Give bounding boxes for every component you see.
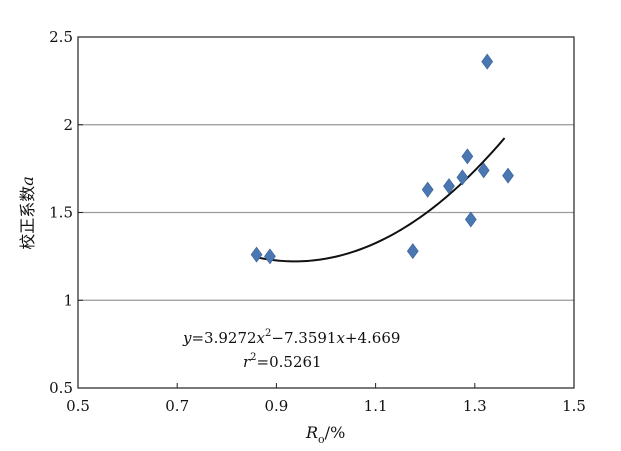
y-title-text: 校正系数 (18, 186, 37, 250)
y-tick-label: 2.5 (49, 28, 73, 46)
data-point (264, 248, 276, 265)
x-title-main: R (305, 423, 318, 442)
gridlines (78, 124, 574, 301)
x-title-unit: /% (325, 423, 346, 442)
data-point (477, 162, 490, 179)
data-point (250, 246, 263, 263)
r2-value: =0.5261 (257, 353, 322, 371)
eq-x1: x (257, 329, 266, 347)
x-tick-label: 0.9 (264, 397, 288, 415)
y-tick-label: 0.5 (49, 379, 73, 397)
data-point (421, 181, 434, 198)
eq-part3: +4.669 (345, 329, 401, 347)
x-tick-label: 0.7 (165, 397, 189, 415)
data-point (464, 211, 477, 228)
r2-sup: 2 (250, 352, 256, 363)
y-tick-label: 1 (63, 291, 73, 309)
y-tick-label: 2 (63, 116, 73, 134)
x-tick-label: 1.3 (463, 397, 487, 415)
fit-equation: y=3.9272x2−7.3591x+4.669 (182, 328, 400, 347)
x-tick-label: 1.1 (364, 397, 388, 415)
x-title-sub: o (318, 433, 325, 446)
y-title-var: a (18, 176, 37, 186)
r2-r: r (243, 353, 251, 371)
data-point (406, 243, 419, 260)
data-point (461, 148, 474, 165)
data-points (250, 53, 514, 265)
axis-ticks (77, 36, 575, 389)
data-point (502, 167, 514, 184)
eq-sup: 2 (265, 328, 271, 339)
eq-y: y (182, 329, 192, 347)
data-point (456, 169, 469, 186)
r-squared: r2=0.5261 (243, 352, 322, 371)
y-axis-title: 校正系数a (18, 176, 37, 250)
x-tick-label: 0.5 (66, 397, 90, 415)
y-tick-labels: 0.5 1 1.5 2 2.5 (49, 28, 73, 397)
x-tick-label: 1.5 (562, 397, 586, 415)
data-point (481, 53, 494, 70)
eq-x2: x (336, 329, 345, 347)
x-tick-labels: 0.5 0.7 0.9 1.1 1.3 1.5 (66, 397, 586, 415)
eq-part2: −7.3591 (271, 329, 336, 347)
data-point (443, 178, 455, 195)
eq-part1: =3.9272 (191, 329, 256, 347)
x-axis-title: Ro/% (305, 423, 345, 446)
y-tick-label: 1.5 (49, 204, 73, 222)
